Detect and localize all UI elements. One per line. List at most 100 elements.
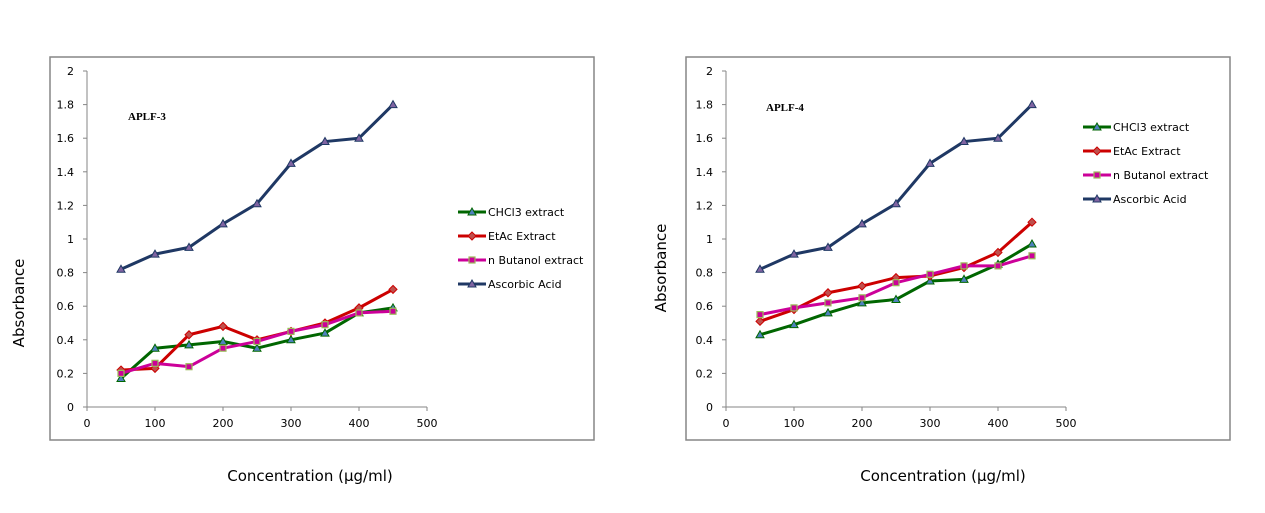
data-point bbox=[320, 136, 330, 146]
y-tick-label: 1.8 bbox=[696, 99, 714, 112]
data-point bbox=[116, 264, 126, 273]
data-point bbox=[993, 133, 1003, 142]
data-point bbox=[755, 329, 765, 339]
legend-label: EtAc Extract bbox=[1113, 145, 1181, 158]
data-point bbox=[218, 321, 228, 332]
y-tick-label: 0.4 bbox=[57, 334, 75, 347]
legend-label: Ascorbic Acid bbox=[1113, 193, 1187, 206]
legend-label: CHCl3 extract bbox=[488, 206, 565, 219]
x-tick-label: 200 bbox=[213, 417, 234, 430]
legend-item: n Butanol extract bbox=[1083, 169, 1209, 182]
chart-annotation: APLF-3 bbox=[128, 111, 166, 123]
y-tick-label: 1.4 bbox=[57, 166, 75, 179]
legend-marker bbox=[467, 231, 477, 241]
x-tick-label: 500 bbox=[417, 417, 438, 430]
x-tick-label: 400 bbox=[988, 417, 1009, 430]
y-tick-label: 1 bbox=[67, 233, 74, 246]
legend-label: EtAc Extract bbox=[488, 230, 556, 243]
data-point bbox=[858, 294, 866, 302]
legend: CHCl3 extract EtAc Extract n Butanol extra… bbox=[1083, 121, 1209, 206]
data-point bbox=[994, 262, 1002, 270]
data-point bbox=[789, 249, 799, 258]
data-point bbox=[150, 249, 160, 258]
data-point bbox=[218, 336, 228, 345]
data-point bbox=[218, 218, 228, 228]
data-point bbox=[959, 136, 969, 146]
y-tick-label: 1.6 bbox=[57, 132, 75, 145]
legend-item: Ascorbic Acid bbox=[1083, 193, 1187, 206]
data-point bbox=[960, 262, 968, 270]
chart-frame bbox=[49, 56, 595, 441]
data-point bbox=[857, 297, 867, 307]
y-tick-label: 0.4 bbox=[696, 334, 714, 347]
data-point bbox=[321, 321, 329, 329]
x-tick-label: 300 bbox=[281, 417, 302, 430]
y-tick-label: 1.4 bbox=[696, 166, 714, 179]
data-point bbox=[388, 99, 398, 109]
legend-marker bbox=[1092, 121, 1102, 131]
data-point bbox=[184, 339, 194, 349]
data-point bbox=[756, 311, 764, 319]
data-point bbox=[789, 319, 799, 329]
x-tick-label: 300 bbox=[920, 417, 941, 430]
data-point bbox=[286, 334, 296, 344]
y-tick-label: 1 bbox=[706, 233, 713, 246]
y-tick-label: 0.6 bbox=[696, 300, 714, 313]
legend-marker bbox=[467, 278, 477, 288]
x-tick-label: 400 bbox=[349, 417, 370, 430]
legend-item: n Butanol extract bbox=[458, 254, 584, 267]
data-point bbox=[355, 309, 363, 317]
data-point bbox=[184, 330, 194, 340]
series-n-butanol-extract bbox=[756, 252, 1036, 319]
data-point bbox=[252, 343, 262, 352]
legend-label: Ascorbic Acid bbox=[488, 278, 562, 291]
data-point bbox=[824, 299, 832, 307]
chart-aplf-3: Absorbance Concentration (µg/ml) APLF-3 … bbox=[10, 56, 595, 485]
data-point bbox=[117, 369, 125, 377]
y-tick-label: 0.6 bbox=[57, 300, 75, 313]
data-point bbox=[823, 288, 833, 298]
data-point bbox=[252, 198, 262, 208]
legend-item: CHCl3 extract bbox=[1083, 121, 1190, 134]
y-tick-label: 2 bbox=[67, 65, 74, 78]
legend-item: CHCl3 extract bbox=[458, 206, 565, 219]
legend-label: n Butanol extract bbox=[1113, 169, 1209, 182]
data-point bbox=[1028, 252, 1036, 260]
chart-aplf-4: Absorbance Concentration (µg/ml) APLF-4 … bbox=[652, 56, 1231, 485]
data-point bbox=[925, 158, 935, 167]
data-point bbox=[320, 328, 330, 337]
legend-item: EtAc Extract bbox=[458, 230, 556, 243]
data-point bbox=[286, 158, 296, 167]
x-tick-label: 0 bbox=[84, 417, 91, 430]
data-point bbox=[185, 363, 193, 371]
y-axis-title: Absorbance bbox=[652, 224, 670, 313]
x-tick-label: 100 bbox=[784, 417, 805, 430]
y-tick-label: 1.2 bbox=[57, 199, 75, 212]
legend-marker bbox=[1092, 193, 1102, 203]
x-axis-title: Concentration (µg/ml) bbox=[860, 467, 1025, 485]
data-point bbox=[388, 284, 398, 295]
data-point bbox=[184, 242, 194, 251]
x-tick-label: 0 bbox=[723, 417, 730, 430]
x-tick-label: 500 bbox=[1056, 417, 1077, 430]
y-tick-label: 1.8 bbox=[57, 99, 75, 112]
data-point bbox=[857, 281, 867, 291]
y-tick-label: 1.6 bbox=[696, 132, 714, 145]
data-point bbox=[755, 316, 765, 327]
x-tick-label: 100 bbox=[145, 417, 166, 430]
data-point bbox=[823, 307, 833, 317]
data-point bbox=[823, 242, 833, 251]
y-tick-label: 0.2 bbox=[57, 367, 75, 380]
data-point bbox=[1027, 99, 1037, 109]
axes: 0 0.2 0.4 0.6 0.8 1 1.2 1.4 1.6 1.8 2 0 100 200 300 400… bbox=[57, 65, 438, 430]
legend-marker bbox=[467, 206, 477, 216]
data-point bbox=[116, 373, 126, 382]
data-point bbox=[857, 218, 867, 228]
y-tick-label: 0.8 bbox=[57, 267, 75, 280]
data-point bbox=[926, 270, 934, 278]
legend-label: n Butanol extract bbox=[488, 254, 584, 267]
data-point bbox=[891, 294, 901, 303]
legend-marker bbox=[1092, 146, 1102, 156]
series-n-butanol-extract bbox=[117, 307, 397, 377]
